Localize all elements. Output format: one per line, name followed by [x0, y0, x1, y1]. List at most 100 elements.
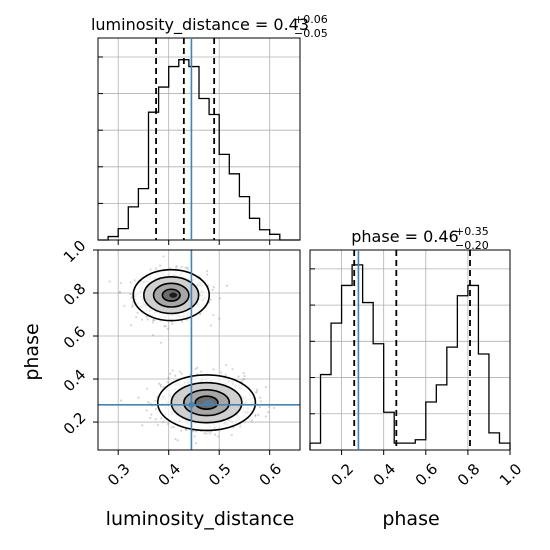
- scatter-point: [151, 321, 155, 324]
- phase-ytick-label: 0.4: [60, 366, 90, 396]
- scatter-point: [192, 430, 195, 433]
- scatter-point: [154, 267, 158, 270]
- scatter-point: [196, 366, 199, 369]
- phase-hist-frame: [309, 249, 511, 451]
- scatter-point: [206, 273, 209, 276]
- scatter-point: [129, 281, 132, 284]
- x-axis-label-luminosity-distance: luminosity_distance: [106, 508, 295, 530]
- scatter-point: [171, 322, 174, 325]
- scatter-point: [199, 313, 202, 316]
- scatter-point: [265, 386, 268, 389]
- luminosity-distance-xtick-label: 0.4: [155, 460, 185, 490]
- scatter-point: [108, 280, 111, 283]
- scatter-point: [140, 318, 143, 321]
- scatter-point: [180, 372, 183, 375]
- scatter-point: [151, 334, 155, 337]
- x-axis-label-phase: phase: [382, 508, 439, 530]
- scatter-point: [239, 425, 242, 428]
- scatter-point: [154, 399, 157, 403]
- luminosity-distance-hist-frame: [97, 37, 301, 241]
- scatter-point: [164, 325, 167, 328]
- scatter-point: [219, 297, 222, 300]
- scatter-point: [225, 284, 229, 287]
- scatter-point: [170, 426, 173, 429]
- scatter-point: [167, 422, 170, 426]
- scatter-point: [231, 368, 234, 371]
- scatter-point: [158, 382, 161, 385]
- scatter-point: [145, 315, 149, 318]
- scatter-point: [166, 327, 169, 331]
- scatter-point: [152, 319, 155, 322]
- scatter-point: [119, 282, 122, 285]
- scatter-point: [146, 318, 149, 321]
- scatter-point: [137, 396, 140, 399]
- scatter-point: [167, 376, 170, 380]
- scatter-point: [133, 279, 136, 282]
- scatter-point: [184, 428, 188, 432]
- luminosity-distance-title-sub: −0.05: [294, 27, 328, 40]
- scatter-point: [208, 432, 211, 435]
- scatter-point: [145, 387, 149, 390]
- luminosity-distance-hist-step-line: [98, 59, 300, 241]
- scatter-point: [256, 388, 259, 391]
- scatter-point: [174, 437, 177, 441]
- luminosity-distance-xtick-label: 0.5: [205, 460, 235, 490]
- scatter-point: [154, 408, 158, 411]
- scatter-point: [209, 298, 213, 301]
- phase-title-sup: +0.35: [455, 225, 489, 238]
- scatter-point: [147, 401, 150, 404]
- phase-hist-xtick-label: 0.2: [327, 460, 357, 490]
- scatter-point: [205, 270, 209, 273]
- phase-hist-xtick-label: 0.8: [454, 460, 484, 490]
- scatter-point: [153, 319, 156, 322]
- scatter-point: [169, 372, 172, 375]
- scatter-point: [130, 324, 133, 327]
- phase-ytick-label: 0.6: [60, 323, 90, 353]
- scatter-point: [225, 364, 228, 367]
- luminosity-distance-title-sup: +0.06: [294, 13, 328, 26]
- scatter-point: [186, 268, 190, 271]
- scatter-point: [129, 293, 132, 296]
- scatter-point: [159, 383, 162, 386]
- phase-hist-step-line: [309, 264, 511, 450]
- scatter-point: [158, 264, 162, 267]
- scatter-point: [257, 413, 260, 416]
- contour-peak: [169, 292, 178, 298]
- scatter-point: [216, 435, 220, 438]
- scatter-point: [237, 375, 240, 378]
- scatter-point: [160, 417, 163, 420]
- scatter-frame: [97, 249, 301, 451]
- scatter-point: [184, 428, 188, 431]
- scatter-point: [254, 415, 257, 418]
- scatter-point: [145, 409, 148, 412]
- scatter-point: [180, 429, 183, 432]
- scatter-point: [180, 265, 183, 269]
- scatter-point: [162, 385, 165, 389]
- scatter-point: [203, 432, 206, 435]
- scatter-point: [230, 433, 233, 437]
- scatter-point: [118, 291, 121, 294]
- phase-ytick-label: 0.2: [60, 409, 90, 439]
- scatter-point: [254, 391, 258, 394]
- scatter-point: [159, 341, 163, 344]
- scatter-point: [212, 313, 215, 317]
- scatter-point: [180, 320, 184, 323]
- phase-title: phase = 0.46: [351, 227, 458, 246]
- phase-title-sub: −0.20: [455, 239, 489, 252]
- scatter-point: [176, 439, 179, 442]
- scatter-point: [150, 413, 153, 416]
- scatter-point: [162, 420, 165, 423]
- luminosity-distance-histogram-panel: [97, 37, 301, 245]
- scatter-point: [212, 286, 215, 289]
- phase-ytick-label: 0.8: [60, 280, 90, 310]
- phase-hist-xtick-label: 0.4: [370, 460, 400, 490]
- scatter-point: [141, 424, 144, 427]
- scatter-point: [195, 430, 198, 433]
- phase-hist-xtick-label: 0.6: [412, 460, 442, 490]
- scatter-point: [174, 266, 178, 269]
- scatter-point: [209, 324, 213, 327]
- scatter-point: [131, 304, 134, 307]
- scatter-point: [123, 304, 126, 307]
